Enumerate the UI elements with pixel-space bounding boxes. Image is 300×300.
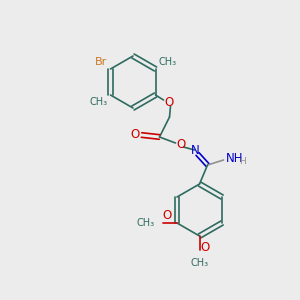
Text: O: O xyxy=(163,209,172,222)
Text: CH₃: CH₃ xyxy=(89,97,107,107)
Text: CH₃: CH₃ xyxy=(158,57,177,67)
Text: Br: Br xyxy=(95,57,107,67)
Text: NH: NH xyxy=(226,152,243,166)
Text: O: O xyxy=(176,139,186,152)
Text: N: N xyxy=(191,143,200,157)
Text: O: O xyxy=(130,128,140,142)
Text: CH₃: CH₃ xyxy=(190,258,208,268)
Text: O: O xyxy=(164,97,174,110)
Text: CH₃: CH₃ xyxy=(137,218,155,228)
Text: H: H xyxy=(239,158,246,166)
Text: O: O xyxy=(200,241,210,254)
